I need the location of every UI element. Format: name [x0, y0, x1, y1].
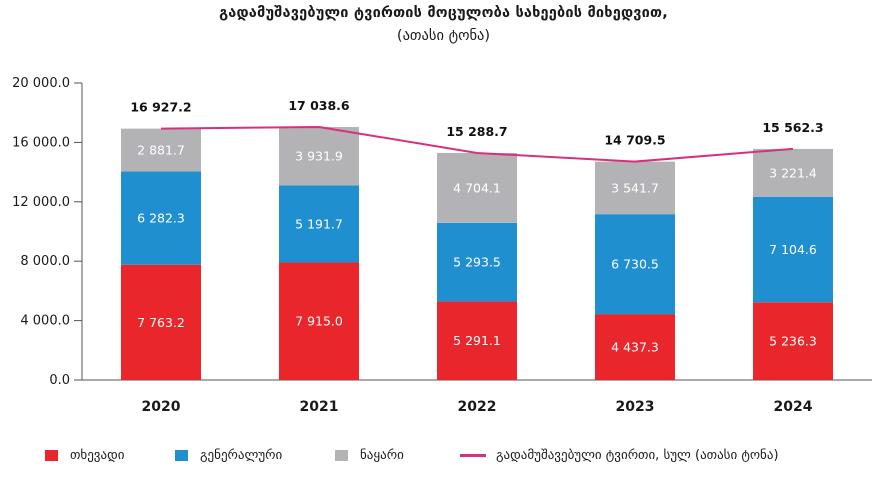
bar-label-general: 6 730.5 [611, 257, 659, 272]
y-tick-label: 4 000.0 [20, 314, 70, 329]
legend-item-total: გადამუშავებული ტვირთი, სულ (ათასი ტონა) [460, 448, 779, 463]
bar-label-liquid: 5 236.3 [769, 334, 817, 349]
total-label: 14 709.5 [604, 133, 665, 148]
bar-general [437, 222, 517, 302]
bar-bulk [279, 126, 359, 186]
bar-bulk [121, 128, 201, 172]
legend-label-total: გადამუშავებული ტვირთი, სულ (ათასი ტონა) [496, 448, 779, 463]
bar-liquid [595, 314, 675, 380]
bar-bulk [753, 148, 833, 197]
bar-liquid [121, 264, 201, 380]
chart-subtitle: (ათასი ტონა) [396, 28, 491, 44]
x-tick-label: 2022 [458, 399, 497, 415]
bar-label-liquid: 4 437.3 [611, 340, 659, 355]
bar-liquid [753, 302, 833, 380]
legend-item-liquid: თხევადი [45, 448, 124, 463]
bar-label-bulk: 3 541.7 [611, 180, 659, 195]
legend: თხევადი გენერალური ნაყარი გადამუშავებული… [0, 448, 887, 468]
x-tick-label: 2023 [616, 399, 655, 415]
legend-label-general: გენერალური [200, 448, 283, 463]
bar-bulk [595, 161, 675, 215]
bar-label-bulk: 2 881.7 [137, 143, 185, 158]
legend-swatch-bulk [335, 450, 348, 461]
bar-label-liquid: 5 291.1 [453, 333, 501, 348]
legend-label-liquid: თხევადი [70, 448, 125, 463]
x-tick-label: 2024 [774, 399, 813, 415]
bar-general [753, 196, 833, 303]
x-tick-label: 2021 [300, 399, 339, 415]
legend-label-bulk: ნაყარი [360, 448, 404, 463]
legend-swatch-liquid [45, 450, 58, 461]
bar-liquid [437, 301, 517, 380]
bar-label-bulk: 3 931.9 [295, 149, 343, 164]
bar-label-bulk: 4 704.1 [453, 180, 501, 195]
total-label: 17 038.6 [288, 98, 350, 113]
bar-label-general: 6 282.3 [137, 211, 185, 226]
x-tick-label: 2020 [142, 399, 181, 415]
chart-title: გადამუშავებული ტვირთის მოცულობა სახეების… [219, 5, 668, 21]
total-label: 16 927.2 [130, 100, 191, 115]
bar-bulk [437, 152, 517, 223]
bar-label-liquid: 7 915.0 [295, 314, 343, 329]
total-line [160, 125, 794, 163]
legend-swatch-general [175, 450, 188, 461]
y-tick-label: 0.0 [49, 373, 70, 388]
y-tick-label: 16 000.0 [12, 135, 70, 150]
legend-item-bulk: ნაყარი [335, 448, 404, 463]
bar-label-general: 5 191.7 [295, 216, 343, 231]
bar-general [121, 171, 201, 265]
y-tick-label: 8 000.0 [20, 254, 70, 269]
y-tick-label: 20 000.0 [12, 76, 70, 91]
stacked-bar-chart: 0.0 4 000.0 8 000.0 12 000.0 16 000.0 20 000.… [12, 76, 872, 415]
total-label: 15 288.7 [446, 124, 507, 139]
bar-label-bulk: 3 221.4 [769, 165, 817, 180]
bar-label-general: 5 293.5 [453, 255, 501, 270]
total-label: 15 562.3 [762, 120, 823, 135]
y-tick-label: 12 000.0 [12, 195, 70, 210]
bar-label-liquid: 7 763.2 [137, 315, 185, 330]
legend-swatch-total [460, 454, 486, 457]
legend-item-general: გენერალური [175, 448, 282, 463]
bar-liquid [279, 262, 359, 380]
bar-general [279, 185, 359, 263]
bar-label-general: 7 104.6 [769, 242, 817, 257]
bar-general [595, 214, 675, 315]
